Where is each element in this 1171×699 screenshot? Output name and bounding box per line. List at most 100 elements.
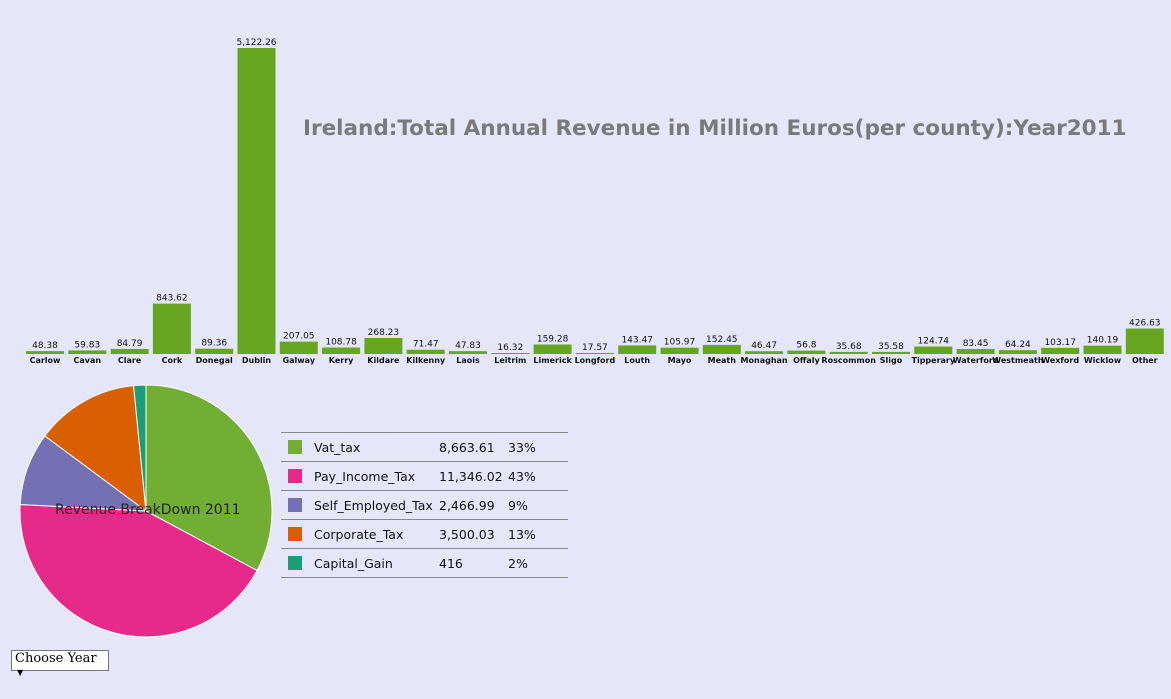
legend-label: Capital_Gain	[314, 548, 439, 578]
legend-swatch	[288, 527, 302, 541]
x-tick-label: Meath	[708, 356, 737, 365]
pie-slice-capital-gain[interactable]	[132, 384, 147, 512]
legend-swatch	[288, 498, 302, 512]
bar-louth[interactable]	[618, 345, 657, 354]
bar-value-label: 83.45	[963, 339, 989, 349]
legend-row: Self_Employed_Tax 2,466.99 9%	[281, 490, 568, 520]
bar-meath[interactable]	[702, 344, 741, 354]
bar-value-label: 268.23	[368, 328, 400, 338]
x-tick-label: Wicklow	[1084, 356, 1122, 365]
chart-title: Ireland:Total Annual Revenue in Million …	[303, 116, 1127, 141]
bar-clare[interactable]	[110, 348, 149, 354]
bar-value-label: 105.97	[664, 338, 696, 348]
pie-chart	[19, 384, 273, 638]
x-tick-label: Cavan	[74, 356, 102, 365]
pie-slice-vat-tax[interactable]	[145, 384, 273, 572]
x-tick-label: Wexford	[1041, 356, 1079, 365]
bar-sligo[interactable]	[872, 351, 910, 354]
bar-kildare[interactable]	[364, 337, 403, 354]
bar-waterford[interactable]	[956, 349, 995, 354]
legend-swatch-cell	[281, 432, 314, 462]
legend-row: Vat_tax 8,663.61 33%	[281, 432, 568, 462]
legend-swatch-cell	[281, 490, 314, 520]
bar-value-label: 35.58	[878, 342, 904, 352]
bar-kerry[interactable]	[322, 347, 361, 354]
pie-legend-table: Vat_tax 8,663.61 33% Pay_Income_Tax 11,346.0…	[281, 432, 568, 578]
bar-mayo[interactable]	[660, 347, 699, 354]
x-tick-label: Leitrim	[494, 356, 526, 365]
bar-value-label: 59.83	[74, 340, 100, 350]
bar-value-label: 84.79	[117, 339, 143, 349]
x-tick-label: Louth	[624, 356, 650, 365]
x-tick-label: Waterford	[953, 356, 999, 365]
legend-swatch	[288, 440, 302, 454]
x-tick-label: Longford	[575, 356, 616, 365]
legend-percent: 43%	[508, 461, 568, 491]
legend-percent: 2%	[508, 548, 568, 578]
x-tick-label: Monaghan	[741, 356, 788, 365]
chevron-down-icon: ▼	[17, 668, 24, 677]
x-tick-label: Mayo	[668, 356, 692, 365]
bar-offaly[interactable]	[787, 350, 826, 354]
bar-value-label: 426.63	[1129, 319, 1161, 329]
bar-value-label: 35.68	[836, 342, 862, 352]
x-tick-label: Roscommon	[821, 356, 876, 365]
bar-value-label: 103.17	[1044, 338, 1076, 348]
bar-cavan[interactable]	[68, 350, 107, 354]
legend-label: Vat_tax	[314, 432, 439, 462]
bar-limerick[interactable]	[533, 344, 572, 354]
bar-longford[interactable]	[575, 352, 614, 354]
bar-value-label: 108.78	[325, 338, 357, 348]
x-tick-label: Dublin	[242, 356, 272, 365]
bar-cork[interactable]	[152, 303, 191, 354]
bar-carlow[interactable]	[26, 351, 64, 354]
year-select[interactable]: Choose Year ▼	[11, 650, 109, 677]
bar-value-label: 124.74	[918, 337, 950, 347]
x-tick-label: Kilkenny	[406, 356, 446, 365]
legend-row: Capital_Gain 416 2%	[281, 548, 568, 578]
bar-value-label: 16.32	[497, 343, 523, 353]
year-select-label: Choose Year	[15, 651, 97, 666]
bar-value-label: 46.47	[751, 341, 777, 351]
legend-label: Pay_Income_Tax	[314, 461, 439, 491]
legend-value: 8,663.61	[439, 432, 508, 462]
x-tick-label: Other	[1132, 356, 1158, 365]
bar-wicklow[interactable]	[1083, 345, 1122, 354]
legend-swatch-cell	[281, 548, 314, 578]
pie-title: Revenue BreakDown 2011	[55, 502, 241, 518]
legend-swatch-cell	[281, 519, 314, 549]
pie-slice-pay-income-tax[interactable]	[19, 504, 258, 638]
bar-donegal[interactable]	[195, 348, 234, 354]
x-tick-label: Offaly	[793, 356, 820, 365]
pie-slice-corporate-tax[interactable]	[44, 385, 147, 513]
x-tick-label: Donegal	[196, 356, 233, 365]
x-tick-label: Galway	[283, 356, 316, 365]
bar-tipperary[interactable]	[914, 346, 953, 354]
bar-value-label: 56.8	[796, 341, 816, 351]
bar-other[interactable]	[1125, 328, 1164, 354]
bar-chart: 48.38 Carlow 59.83 Cavan 84.79 Clare 843.62 Cor…	[26, 38, 1164, 365]
legend-swatch	[288, 556, 302, 570]
bar-westmeath[interactable]	[998, 350, 1037, 354]
bar-kilkenny[interactable]	[406, 349, 445, 354]
x-tick-label: Limerick	[533, 356, 572, 365]
bar-laois[interactable]	[449, 351, 487, 354]
bar-value-label: 89.36	[201, 339, 227, 349]
bar-roscommon[interactable]	[829, 351, 868, 354]
bar-value-label: 47.83	[455, 341, 481, 351]
legend-value: 11,346.02	[439, 461, 508, 491]
legend-label: Self_Employed_Tax	[314, 490, 439, 520]
x-tick-label: Tipperary	[912, 356, 956, 365]
bar-wexford[interactable]	[1041, 347, 1080, 354]
bar-dublin[interactable]	[237, 48, 276, 354]
bar-value-label: 207.05	[283, 332, 315, 342]
bar-value-label: 159.28	[537, 334, 569, 344]
bar-monaghan[interactable]	[745, 351, 784, 354]
bar-leitrim[interactable]	[491, 353, 530, 354]
bar-value-label: 17.57	[582, 343, 608, 353]
x-tick-label: Sligo	[880, 356, 903, 365]
bar-value-label: 152.45	[706, 335, 738, 345]
x-tick-label: Laois	[456, 356, 480, 365]
legend-swatch-cell	[281, 461, 314, 491]
bar-galway[interactable]	[279, 341, 318, 354]
